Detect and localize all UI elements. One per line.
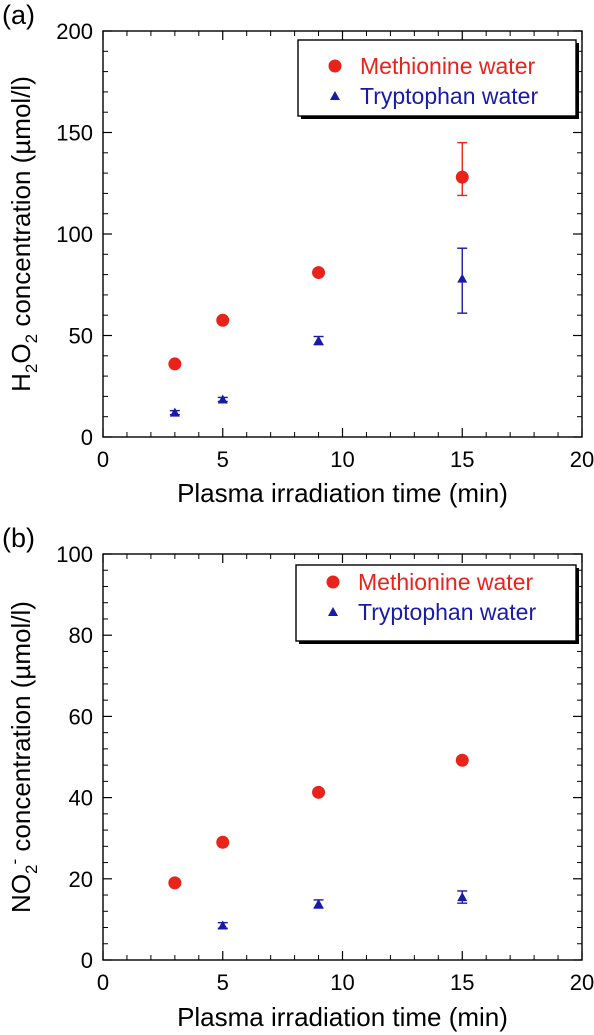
legend-box xyxy=(295,564,577,642)
legend-label: Tryptophan water xyxy=(358,599,536,625)
series-tryptophan-water xyxy=(217,890,468,930)
series-methionine-water xyxy=(168,141,469,371)
panel-label: (a) xyxy=(2,0,35,30)
y-tick-label: 0 xyxy=(81,425,93,450)
y-tick-label: 20 xyxy=(69,867,93,892)
x-tick-label: 10 xyxy=(330,970,354,995)
x-tick-label: 20 xyxy=(570,970,594,995)
legend-marker xyxy=(330,91,340,100)
data-point xyxy=(168,876,182,890)
y-tick-label: 80 xyxy=(69,623,93,648)
x-tick-label: 5 xyxy=(217,447,229,472)
legend-box xyxy=(297,39,577,117)
y-tick-label: 100 xyxy=(56,222,93,247)
x-axis-label: Plasma irradiation time (min) xyxy=(177,478,508,508)
y-tick-label: 60 xyxy=(69,704,93,729)
x-tick-label: 10 xyxy=(330,447,354,472)
data-point xyxy=(169,407,180,417)
data-point xyxy=(312,266,326,280)
legend-label: Methionine water xyxy=(360,53,535,79)
data-point xyxy=(457,273,468,283)
panel-label: (b) xyxy=(2,523,35,553)
legend: Methionine water Tryptophan water xyxy=(297,39,579,119)
data-point xyxy=(216,835,230,849)
x-axis-label: Plasma irradiation time (min) xyxy=(177,1002,508,1032)
y-axis-label: NO2- concentration (µmol/l) xyxy=(5,601,41,913)
y-tick-label: 100 xyxy=(56,542,93,567)
legend-marker xyxy=(326,575,340,589)
x-tick-label: 20 xyxy=(570,447,594,472)
series-methionine-water xyxy=(168,753,469,890)
series-tryptophan-water xyxy=(169,247,468,417)
y-tick-label: 200 xyxy=(56,19,93,44)
legend: Methionine water Tryptophan water xyxy=(295,564,579,644)
data-point xyxy=(313,335,324,345)
x-tick-label: 15 xyxy=(450,447,474,472)
data-point xyxy=(312,785,326,799)
legend-marker xyxy=(328,59,342,73)
legend-marker xyxy=(328,607,338,616)
y-axis-label: H2O2 concentration (µmol/l) xyxy=(6,76,41,392)
data-point xyxy=(457,892,468,902)
x-tick-label: 0 xyxy=(97,970,109,995)
data-point xyxy=(313,898,324,908)
y-tick-label: 50 xyxy=(69,324,93,349)
x-tick-label: 5 xyxy=(217,970,229,995)
x-tick-label: 0 xyxy=(97,447,109,472)
panel-b: (b) 0 5 10 15 20 0 20 40 60 80 100 Plasma irradiatio… xyxy=(2,523,594,1032)
x-tick-label: 15 xyxy=(450,970,474,995)
data-point xyxy=(455,753,469,767)
legend-label: Methionine water xyxy=(358,569,533,595)
data-point xyxy=(455,170,469,184)
y-tick-label: 0 xyxy=(81,948,93,973)
data-point xyxy=(216,313,230,327)
data-point xyxy=(217,394,228,404)
y-tick-label: 150 xyxy=(56,121,93,146)
y-tick-label: 40 xyxy=(69,786,93,811)
legend-label: Tryptophan water xyxy=(360,83,538,109)
data-point xyxy=(217,920,228,930)
data-point xyxy=(168,357,182,371)
